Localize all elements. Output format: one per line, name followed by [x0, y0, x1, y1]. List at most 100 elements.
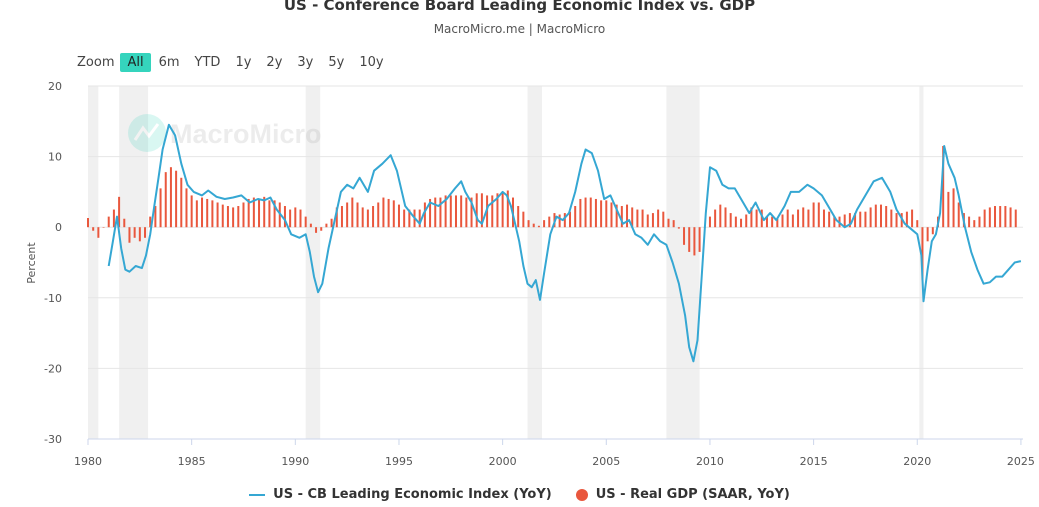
legend-item-gdp[interactable]: US - Real GDP (SAAR, YoY)	[575, 487, 790, 502]
zoom-ytd-button[interactable]: YTD	[194, 54, 221, 70]
recession-band	[666, 86, 700, 439]
gdp-bar	[164, 172, 167, 228]
gdp-bar	[418, 209, 421, 228]
gdp-bar	[201, 197, 204, 228]
gdp-bar	[869, 207, 872, 228]
x-tick-label: 1985	[178, 455, 206, 468]
recession-band	[88, 86, 99, 439]
gdp-bar	[667, 218, 670, 228]
gdp-bar	[968, 216, 971, 228]
gdp-bar	[444, 195, 447, 228]
gdp-bar	[216, 202, 219, 228]
gdp-bar	[569, 211, 572, 228]
gdp-bar	[372, 206, 375, 228]
legend-item-lei[interactable]: US - CB Leading Economic Index (YoY)	[249, 487, 552, 502]
gdp-bar	[309, 223, 312, 228]
gdp-bar	[299, 209, 302, 228]
gdp-bar	[864, 211, 867, 228]
zoom-6m-button[interactable]: 6m	[158, 54, 180, 70]
gdp-bar	[315, 227, 318, 233]
gdp-bar	[92, 227, 95, 231]
gdp-bar	[677, 227, 680, 229]
gdp-bar	[822, 209, 825, 228]
gdp-bar	[1009, 207, 1012, 228]
gdp-bar	[351, 197, 354, 228]
gdp-bar	[714, 209, 717, 228]
legend-line-symbol	[249, 493, 266, 496]
gdp-bar	[480, 193, 483, 228]
gdp-bar	[942, 146, 945, 228]
gdp-bar	[470, 197, 473, 228]
x-tick-label: 1980	[74, 455, 102, 468]
gdp-bar	[465, 197, 468, 228]
gdp-bar	[605, 200, 608, 228]
gdp-bars	[87, 146, 1017, 281]
gdp-bar	[340, 206, 343, 228]
gdp-bar	[797, 209, 800, 228]
gdp-bar	[537, 225, 540, 228]
gdp-bar	[247, 198, 250, 228]
gdp-bar	[268, 200, 271, 228]
gdp-bar	[579, 198, 582, 228]
zoom-1y-button[interactable]: 1y	[235, 54, 252, 70]
gdp-bar	[138, 227, 141, 242]
gdp-bar	[123, 218, 126, 228]
gdp-bar	[760, 209, 763, 228]
gdp-bar	[180, 177, 183, 228]
gdp-bar	[232, 207, 235, 228]
gdp-bar	[947, 191, 950, 228]
gdp-bar	[159, 188, 162, 228]
gdp-bar	[522, 211, 525, 228]
zoom-10y-button[interactable]: 10y	[359, 54, 384, 70]
gdp-bar	[346, 202, 349, 228]
gdp-bar	[496, 193, 499, 228]
gdp-bar	[1014, 209, 1017, 228]
gdp-bar	[237, 206, 240, 228]
gdp-bar	[226, 206, 229, 228]
zoom-all-button[interactable]: All	[120, 52, 151, 72]
gdp-bar	[999, 206, 1002, 228]
gdp-bar	[926, 227, 929, 242]
gdp-bar	[1004, 206, 1007, 228]
gdp-bar	[87, 218, 89, 228]
lei-line	[107, 123, 1022, 363]
gdp-bar	[988, 207, 991, 228]
gdp-bar	[527, 220, 530, 228]
gdp-bar	[636, 209, 639, 228]
gdp-bar	[273, 200, 276, 228]
chart-title: US - Conference Board Leading Economic I…	[283, 0, 756, 14]
gdp-bar	[397, 204, 400, 228]
zoom-5y-button[interactable]: 5y	[328, 54, 345, 70]
gdp-bar	[859, 211, 862, 228]
gdp-bar	[118, 196, 121, 228]
gdp-bar	[175, 170, 178, 228]
gdp-bar	[460, 195, 463, 228]
gdp-bar	[755, 209, 758, 228]
gdp-bar	[931, 227, 934, 235]
gdp-bar	[786, 209, 789, 228]
gdp-bar	[387, 198, 390, 228]
gdp-bar	[833, 216, 836, 228]
zoom-2y-button[interactable]: 2y	[266, 54, 283, 70]
recession-band	[527, 86, 543, 439]
gdp-bar	[517, 206, 520, 228]
recession-band	[305, 86, 321, 439]
gdp-bar	[771, 216, 774, 228]
gdp-bar	[449, 195, 452, 228]
zoom-bar: Zoom All 6m YTD 1y 2y 3y 5y 10y	[77, 51, 392, 73]
gdp-bar	[615, 204, 618, 228]
gdp-bar	[361, 207, 364, 228]
gdp-bar	[745, 214, 748, 228]
gdp-bar	[843, 214, 846, 228]
gdp-bar	[382, 197, 385, 228]
y-tick-label: -30	[44, 433, 62, 446]
watermark-text: MacroMicro	[170, 119, 322, 149]
gdp-bar	[890, 209, 893, 228]
zoom-3y-button[interactable]: 3y	[297, 54, 314, 70]
legend-label-gdp: US - Real GDP (SAAR, YoY)	[595, 487, 790, 502]
gdp-bar	[548, 216, 551, 228]
gdp-bar	[169, 167, 172, 228]
gdp-bar	[885, 206, 888, 228]
